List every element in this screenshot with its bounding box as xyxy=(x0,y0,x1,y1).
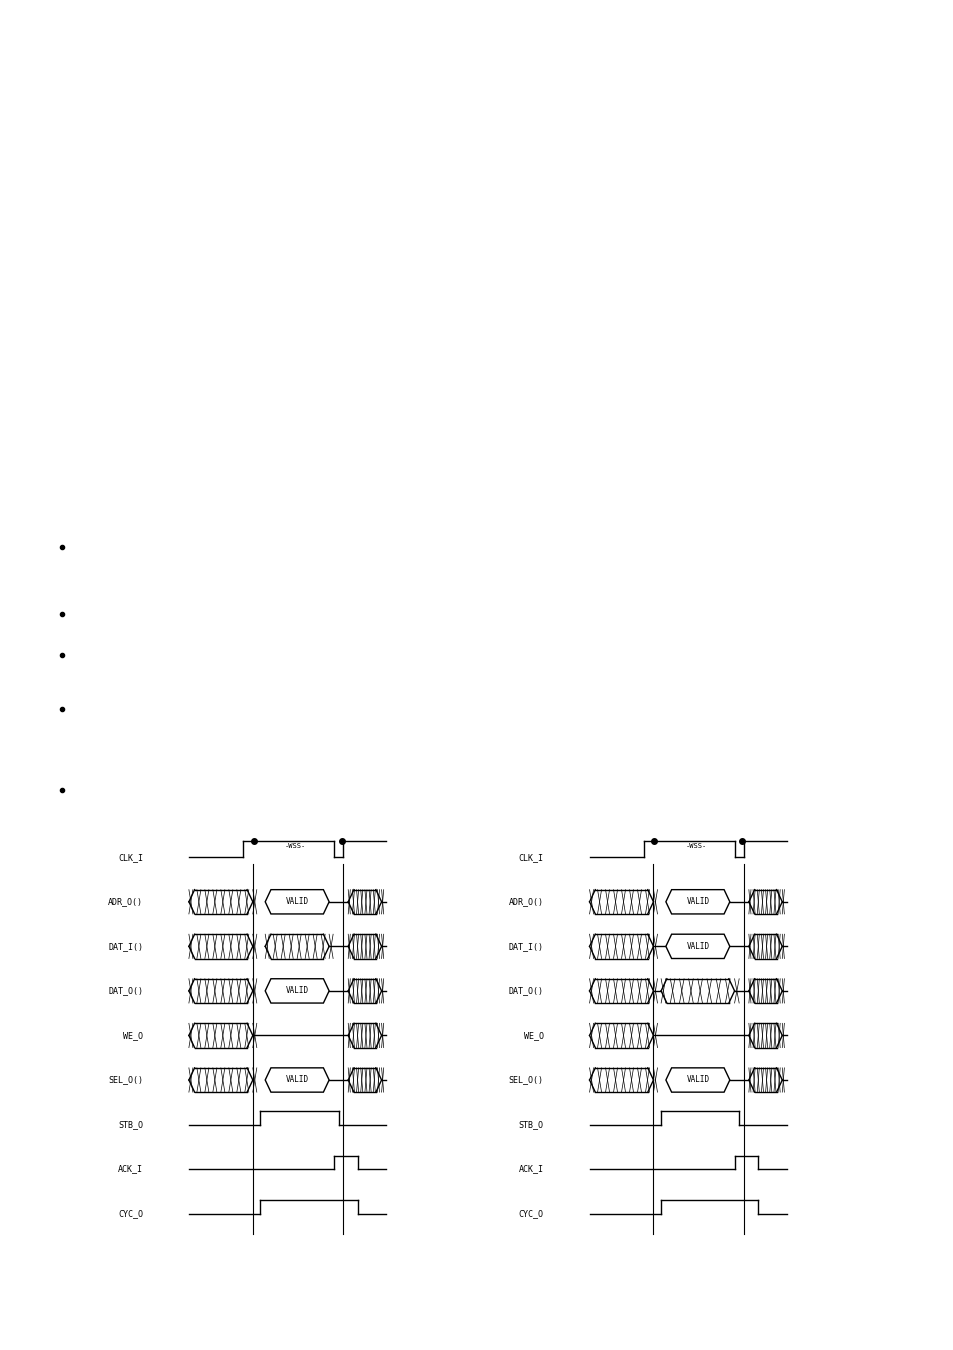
Text: ADR_O(): ADR_O() xyxy=(508,898,543,906)
Text: ACK_I: ACK_I xyxy=(118,1165,143,1173)
Text: STB_O: STB_O xyxy=(518,1120,543,1129)
Polygon shape xyxy=(265,979,329,1003)
Text: ACK_I: ACK_I xyxy=(518,1165,543,1173)
Text: -WSS-: -WSS- xyxy=(285,844,306,849)
Text: CYC_O: CYC_O xyxy=(118,1210,143,1218)
Polygon shape xyxy=(665,934,729,958)
Text: -WSS-: -WSS- xyxy=(685,844,706,849)
Polygon shape xyxy=(665,890,729,914)
Text: SEL_O(): SEL_O() xyxy=(108,1076,143,1084)
Polygon shape xyxy=(265,1068,329,1092)
Text: VALID: VALID xyxy=(285,987,309,995)
Text: WE_O: WE_O xyxy=(123,1031,143,1040)
Polygon shape xyxy=(665,1068,729,1092)
Text: ADR_O(): ADR_O() xyxy=(108,898,143,906)
Polygon shape xyxy=(265,890,329,914)
Text: VALID: VALID xyxy=(685,898,709,906)
Text: DAT_O(): DAT_O() xyxy=(508,987,543,995)
Text: VALID: VALID xyxy=(685,1076,709,1084)
Text: SEL_O(): SEL_O() xyxy=(508,1076,543,1084)
Text: VALID: VALID xyxy=(285,1076,309,1084)
Text: VALID: VALID xyxy=(685,942,709,950)
Text: CLK_I: CLK_I xyxy=(518,853,543,861)
Text: DAT_I(): DAT_I() xyxy=(508,942,543,950)
Text: WE_O: WE_O xyxy=(523,1031,543,1040)
Text: DAT_I(): DAT_I() xyxy=(108,942,143,950)
Text: CLK_I: CLK_I xyxy=(118,853,143,861)
Text: STB_O: STB_O xyxy=(118,1120,143,1129)
Text: VALID: VALID xyxy=(285,898,309,906)
Text: CYC_O: CYC_O xyxy=(518,1210,543,1218)
Text: DAT_O(): DAT_O() xyxy=(108,987,143,995)
